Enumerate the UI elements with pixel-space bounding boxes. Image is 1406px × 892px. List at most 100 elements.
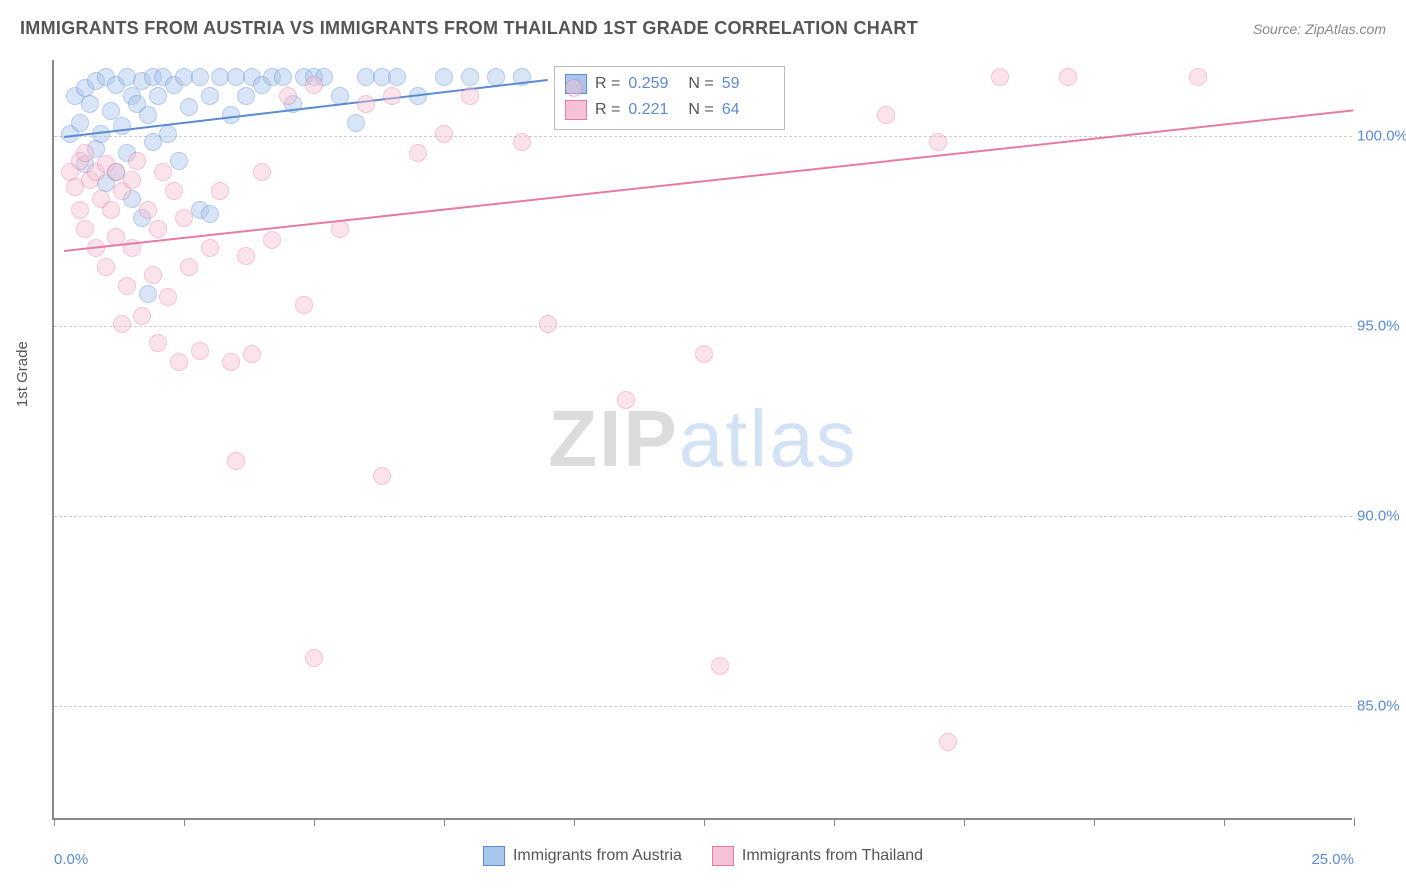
source-label: Source: ZipAtlas.com — [1253, 21, 1386, 37]
data-point — [237, 247, 255, 265]
data-point — [373, 467, 391, 485]
data-point — [159, 288, 177, 306]
data-point — [113, 117, 131, 135]
data-point — [149, 87, 167, 105]
data-point — [243, 345, 261, 363]
x-tick-mark — [834, 818, 835, 826]
data-point — [877, 106, 895, 124]
x-tick-mark — [574, 818, 575, 826]
watermark: ZIPatlas — [548, 393, 857, 485]
data-point — [76, 144, 94, 162]
data-point — [201, 205, 219, 223]
data-point — [201, 239, 219, 257]
chart-title: IMMIGRANTS FROM AUSTRIA VS IMMIGRANTS FR… — [20, 18, 918, 39]
data-point — [144, 266, 162, 284]
scatter-plot: ZIPatlas R = 0.259 N = 59 R = 0.221 N = … — [52, 60, 1352, 820]
swatch-thailand — [712, 846, 734, 866]
x-tick-label: 0.0% — [54, 851, 88, 868]
data-point — [123, 171, 141, 189]
x-tick-mark — [54, 818, 55, 826]
data-point — [180, 98, 198, 116]
data-point — [170, 152, 188, 170]
legend-item-austria: Immigrants from Austria — [483, 846, 682, 866]
data-point — [76, 220, 94, 238]
swatch-austria — [483, 846, 505, 866]
data-point — [435, 68, 453, 86]
bottom-legend: Immigrants from Austria Immigrants from … — [54, 846, 1352, 866]
data-point — [1059, 68, 1077, 86]
data-point — [113, 315, 131, 333]
data-point — [71, 114, 89, 132]
gridline — [54, 706, 1352, 707]
data-point — [435, 125, 453, 143]
data-point — [71, 201, 89, 219]
data-point — [461, 68, 479, 86]
gridline — [54, 516, 1352, 517]
x-tick-mark — [964, 818, 965, 826]
data-point — [565, 79, 583, 97]
data-point — [211, 182, 229, 200]
y-tick-label: 85.0% — [1357, 698, 1406, 715]
data-point — [97, 258, 115, 276]
data-point — [149, 334, 167, 352]
data-point — [617, 391, 635, 409]
data-point — [154, 163, 172, 181]
data-point — [139, 285, 157, 303]
data-point — [139, 106, 157, 124]
data-point — [263, 231, 281, 249]
data-point — [133, 307, 151, 325]
data-point — [1189, 68, 1207, 86]
data-point — [305, 649, 323, 667]
x-tick-mark — [1354, 818, 1355, 826]
data-point — [279, 87, 297, 105]
legend-label: Immigrants from Thailand — [742, 847, 923, 865]
legend-item-thailand: Immigrants from Thailand — [712, 846, 923, 866]
data-point — [128, 152, 146, 170]
y-axis-label: 1st Grade — [14, 341, 31, 407]
data-point — [388, 68, 406, 86]
data-point — [305, 76, 323, 94]
data-point — [170, 353, 188, 371]
data-point — [191, 342, 209, 360]
data-point — [102, 201, 120, 219]
data-point — [118, 277, 136, 295]
data-point — [331, 220, 349, 238]
gridline — [54, 326, 1352, 327]
data-point — [513, 133, 531, 151]
x-tick-mark — [1094, 818, 1095, 826]
data-point — [711, 657, 729, 675]
data-point — [409, 144, 427, 162]
data-point — [222, 353, 240, 371]
data-point — [175, 209, 193, 227]
data-point — [461, 87, 479, 105]
gridline — [54, 136, 1352, 137]
x-tick-label: 25.0% — [1311, 851, 1354, 868]
x-tick-mark — [1224, 818, 1225, 826]
swatch-thailand — [565, 100, 587, 120]
data-point — [201, 87, 219, 105]
data-point — [357, 95, 375, 113]
data-point — [347, 114, 365, 132]
legend-label: Immigrants from Austria — [513, 847, 682, 865]
data-point — [695, 345, 713, 363]
data-point — [939, 733, 957, 751]
y-tick-label: 95.0% — [1357, 318, 1406, 335]
x-tick-mark — [314, 818, 315, 826]
trend-line — [64, 109, 1354, 252]
data-point — [139, 201, 157, 219]
data-point — [991, 68, 1009, 86]
stats-row-austria: R = 0.259 N = 59 — [565, 71, 774, 97]
y-tick-label: 90.0% — [1357, 508, 1406, 525]
data-point — [539, 315, 557, 333]
data-point — [81, 95, 99, 113]
x-tick-mark — [184, 818, 185, 826]
y-tick-label: 100.0% — [1357, 128, 1406, 145]
data-point — [159, 125, 177, 143]
data-point — [383, 87, 401, 105]
stats-legend-box: R = 0.259 N = 59 R = 0.221 N = 64 — [554, 66, 785, 130]
data-point — [227, 452, 245, 470]
data-point — [274, 68, 292, 86]
data-point — [929, 133, 947, 151]
data-point — [237, 87, 255, 105]
stats-row-thailand: R = 0.221 N = 64 — [565, 97, 774, 123]
